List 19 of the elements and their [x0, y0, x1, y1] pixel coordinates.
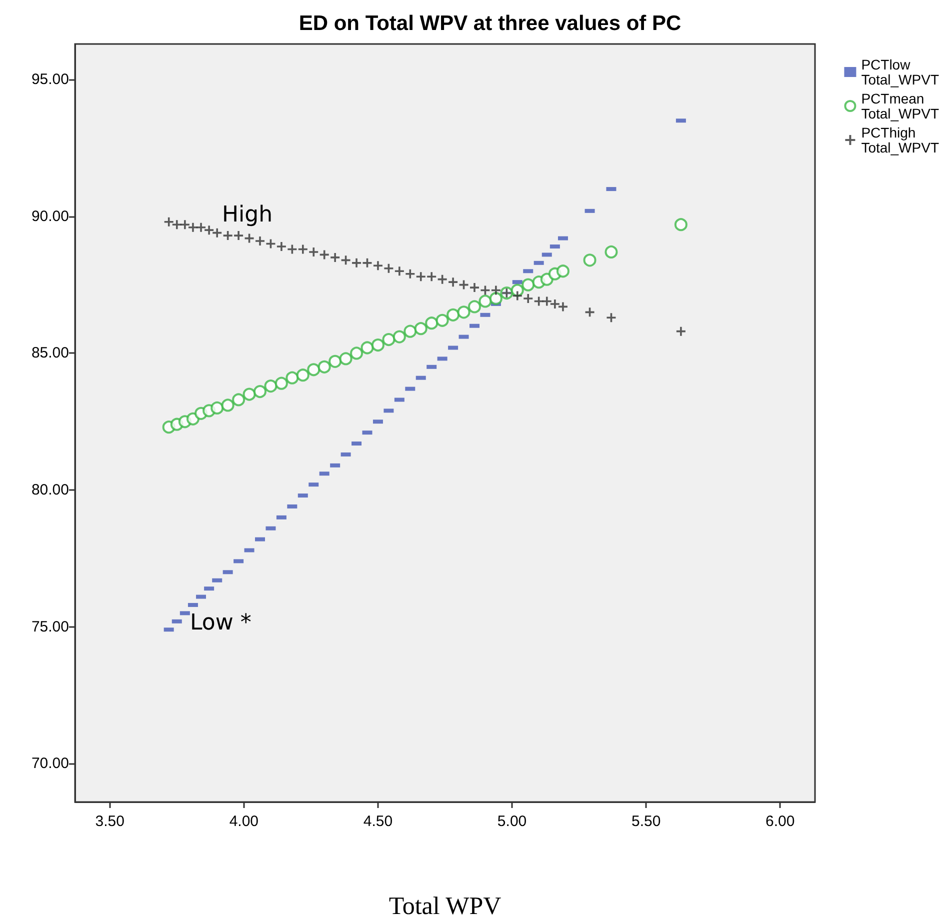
legend-label: PCThigh Total_WPVT [861, 124, 940, 156]
x-tick-label: 4.00 [229, 813, 259, 830]
x-axis-title: Total WPV [388, 893, 502, 920]
legend-label: PCTlow Total_WPVT [861, 56, 940, 88]
annotation: High [222, 202, 273, 228]
x-tick-label: 6.00 [766, 813, 795, 830]
x-tick-label: 5.00 [497, 813, 527, 830]
x-tick-label: 3.50 [95, 813, 124, 830]
legend-label: PCTmean Total_WPVT [861, 90, 940, 122]
y-tick-label: 85.00 [31, 344, 69, 362]
y-tick-label: 90.00 [31, 208, 69, 225]
x-tick-label: 5.50 [631, 813, 661, 830]
y-tick-label: 75.00 [31, 618, 69, 636]
y-tick-label: 70.00 [31, 755, 69, 772]
x-tick-label: 4.50 [363, 813, 393, 830]
annotation: Low * [190, 610, 252, 636]
y-tick-label: 80.00 [31, 482, 69, 499]
y-tick-label: 95.00 [31, 71, 69, 88]
chart-title: ED on Total WPV at three values of PC [298, 12, 682, 35]
